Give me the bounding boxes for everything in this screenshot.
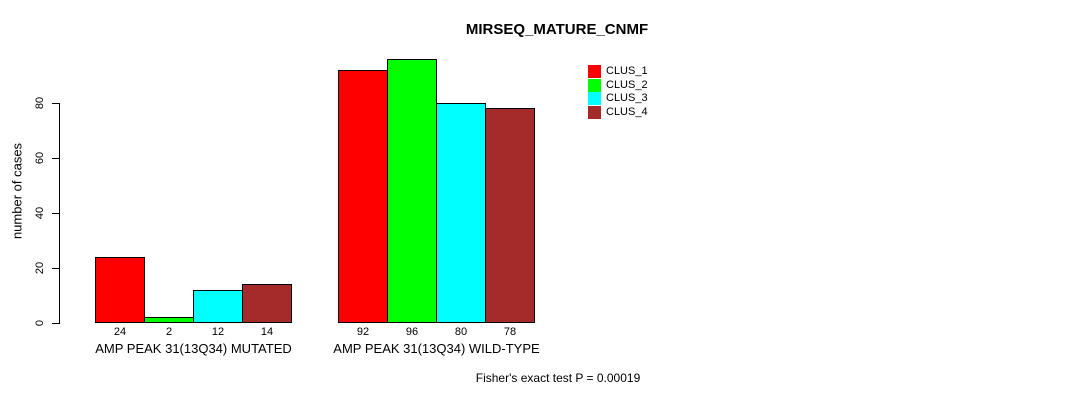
y-axis-tick xyxy=(52,158,59,159)
legend-color-swatch xyxy=(588,105,601,119)
bar-value-label: 92 xyxy=(356,326,370,338)
legend-item: CLUS_1 xyxy=(588,65,648,79)
y-axis-tick-label: 20 xyxy=(34,261,46,275)
legend-series-label: CLUS_4 xyxy=(606,105,648,118)
bar-value-label: 78 xyxy=(503,326,517,338)
legend-color-swatch xyxy=(588,65,601,79)
legend: CLUS_1 CLUS_2 CLUS_3 CLUS_4 xyxy=(588,65,648,119)
y-axis-tick-label: 60 xyxy=(34,151,46,165)
chart-title: MIRSEQ_MATURE_CNMF xyxy=(465,21,649,38)
bar-value-label: 96 xyxy=(405,326,419,338)
y-axis-tick xyxy=(52,213,59,214)
y-axis-line xyxy=(59,103,60,324)
legend-color-swatch xyxy=(588,92,601,106)
bar-clus_2-group1 xyxy=(144,317,194,323)
bar-value-label: 24 xyxy=(113,326,127,338)
legend-series-label: CLUS_3 xyxy=(606,92,648,105)
legend-series-label: CLUS_2 xyxy=(606,78,648,91)
y-axis-tick xyxy=(52,103,59,104)
y-axis-tick-label: 40 xyxy=(34,206,46,220)
bar-clus_2-group2 xyxy=(387,59,437,323)
fisher-test-annotation: Fisher's exact test P = 0.00019 xyxy=(475,371,641,385)
legend-item: CLUS_4 xyxy=(588,105,648,120)
y-axis-tick xyxy=(52,323,59,324)
bar-clus_1-group2 xyxy=(338,70,388,323)
y-axis-tick-label: 0 xyxy=(34,319,46,327)
x-axis-group-label: AMP PEAK 31(13Q34) WILD-TYPE xyxy=(333,341,540,356)
legend-item: CLUS_2 xyxy=(588,78,648,93)
bar-value-label: 2 xyxy=(165,326,173,338)
bar-value-label: 80 xyxy=(454,326,468,338)
y-axis-tick xyxy=(52,268,59,269)
bar-clus_4-group2 xyxy=(485,108,535,323)
bar-clus_4-group1 xyxy=(242,284,292,323)
bar-clus_3-group1 xyxy=(193,290,243,323)
legend-series-label: CLUS_1 xyxy=(606,65,648,78)
bar-value-label: 14 xyxy=(260,326,274,338)
bar-clus_1-group1 xyxy=(95,257,145,323)
bar-value-label: 12 xyxy=(211,326,225,338)
legend-color-swatch xyxy=(588,78,601,92)
y-axis-label: number of cases xyxy=(9,142,25,240)
x-axis-group-label: AMP PEAK 31(13Q34) MUTATED xyxy=(95,341,292,356)
y-axis-tick-label: 80 xyxy=(34,96,46,110)
bar-clus_3-group2 xyxy=(436,103,486,323)
legend-item: CLUS_3 xyxy=(588,92,648,106)
